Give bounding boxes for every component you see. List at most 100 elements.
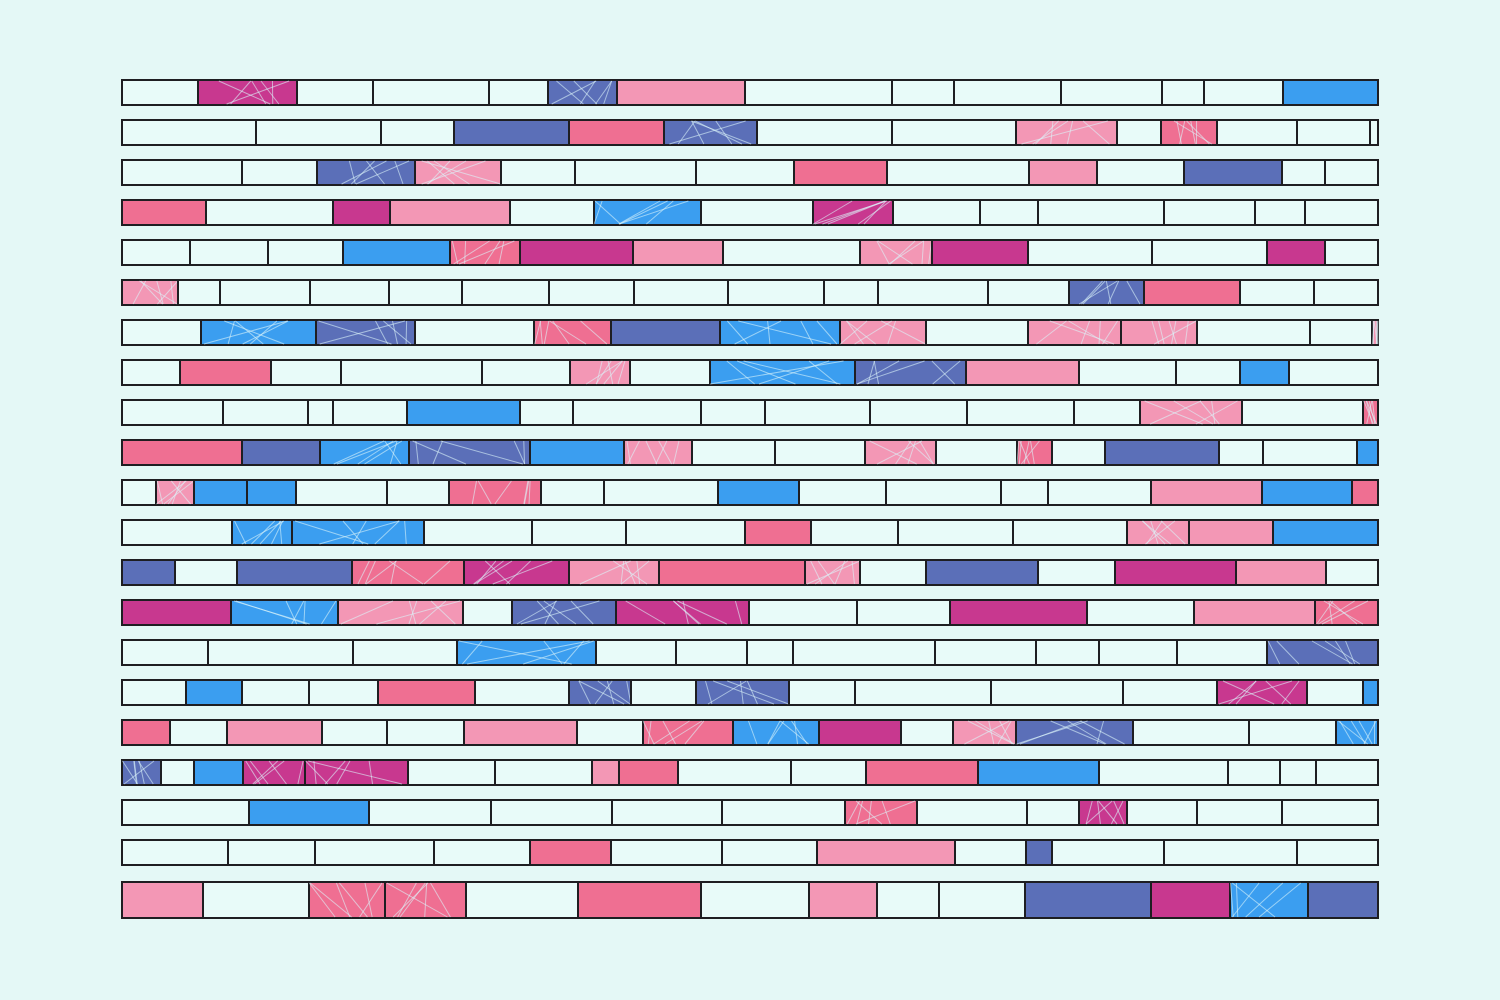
scratch [606,680,615,705]
scratch [424,882,428,918]
brick [611,799,723,826]
scratch [1211,400,1216,425]
scratch [603,360,623,385]
brick [1239,359,1290,386]
brick [121,159,243,186]
brick [414,319,535,346]
brick [160,759,195,786]
brick [1151,239,1268,266]
brick [340,359,483,386]
scratch [1068,320,1108,345]
brick [1282,79,1379,106]
brick [177,279,221,306]
scratch [767,720,785,745]
brick [1143,279,1241,306]
brick [248,799,370,826]
scratch [834,560,846,585]
brick [380,119,455,146]
brick [461,279,550,306]
scratch [374,520,400,545]
scratch [734,600,743,625]
scratch [1345,640,1356,665]
scratch [226,80,290,105]
brick [931,239,1029,266]
brick [490,799,613,826]
scratch [748,720,758,745]
brick [230,599,339,626]
brick [700,199,814,226]
brick [1203,79,1284,106]
scratch [227,320,235,345]
scratch [593,200,603,225]
scratch [876,240,890,265]
scratch [543,640,563,665]
brick [368,799,492,826]
scratch [932,360,961,385]
brick [886,159,1030,186]
scratch [1158,320,1165,345]
scratch [163,480,195,505]
scratch [710,360,844,385]
scratch [1222,680,1275,705]
brick [121,639,209,666]
brick [465,881,579,919]
scratch [647,720,652,745]
brick [321,719,388,746]
brick [433,839,531,866]
scratch [364,560,376,585]
scratch [250,320,278,345]
brick [869,399,968,426]
scratch [877,240,913,265]
scratch [368,760,374,785]
scratch [1080,720,1125,745]
scratch [846,320,864,345]
scratch [536,600,559,625]
brick [1078,799,1128,826]
scratch [319,320,406,345]
scratch [673,440,680,465]
scratch [855,800,916,825]
brick [721,839,818,866]
scratch [1151,320,1160,345]
brick [854,679,992,706]
scratch [430,600,456,625]
scratch [1154,320,1197,345]
scratch [1021,120,1108,145]
scratch [707,680,747,705]
brick [1272,519,1379,546]
scratch [712,680,775,705]
scratch [386,882,448,918]
scratch [857,360,900,385]
scratch [259,520,282,545]
brick [877,279,989,306]
brick [576,719,644,746]
brick [121,479,157,506]
brick [746,639,794,666]
scratch [746,680,758,705]
brick [1241,399,1364,426]
brick [891,119,1017,146]
brick [1027,239,1153,266]
scratch [806,560,860,585]
scratch [389,440,398,465]
brick [632,239,724,266]
scratch [726,320,748,345]
scratch [579,560,631,585]
scratch [399,882,426,918]
scratch [392,320,398,345]
scratch [528,480,531,505]
scratch [365,560,397,585]
scratch [156,480,164,505]
scratch [619,200,689,225]
scratch [539,320,543,345]
scratch [170,280,174,305]
scratch [342,520,364,545]
scratch [1102,320,1118,345]
scratch [1016,440,1020,465]
scratch [333,440,385,465]
scratch [157,280,179,305]
brick [295,479,388,506]
brick [722,239,861,266]
scratch [794,720,799,745]
scratch [846,320,876,345]
